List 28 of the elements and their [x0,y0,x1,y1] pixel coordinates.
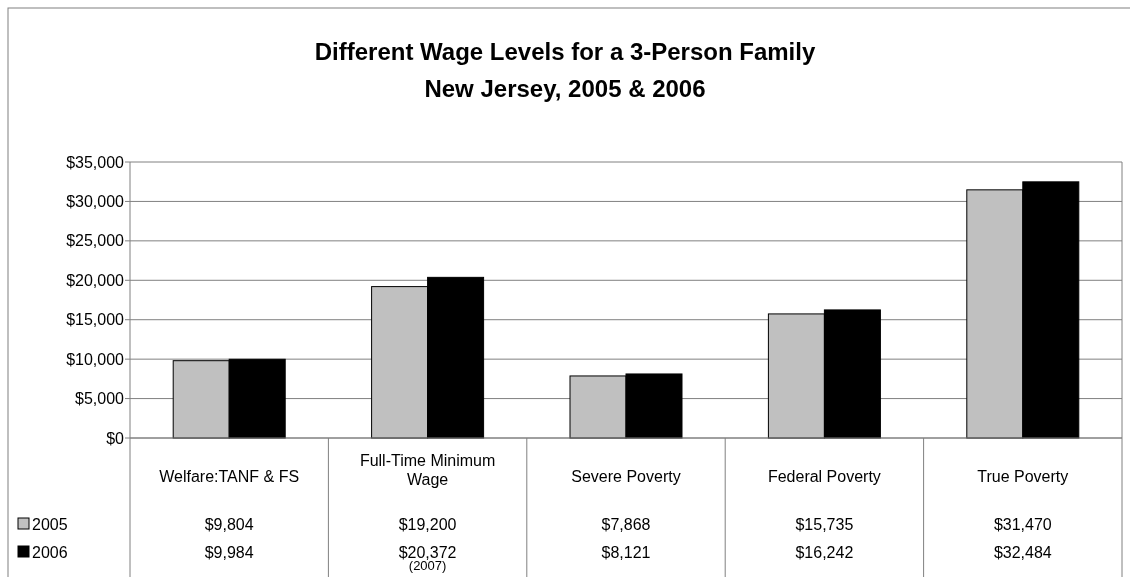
chart-subtitle: New Jersey, 2005 & 2006 [424,75,706,102]
data-label: $9,984 [204,543,254,561]
data-label: $16,242 [795,543,854,561]
y-tick-label: $15,000 [66,311,125,329]
x-tick-label: Severe Poverty [571,467,681,485]
data-label: $7,868 [601,515,651,533]
x-tick-label: True Poverty [977,467,1069,485]
data-label: $20,372 [398,543,457,561]
y-tick-label: $35,000 [66,153,125,171]
x-tick-label: Welfare:TANF & FS [159,467,300,485]
y-tick-label: $30,000 [66,193,125,211]
y-tick-label: $5,000 [75,390,125,408]
y-tick-label: $25,000 [66,232,125,250]
x-tick-label: Federal Poverty [767,467,881,485]
chart-title: Different Wage Levels for a 3-Person Family [314,38,816,65]
y-tick-label: $10,000 [66,350,125,368]
legend-label: 2006 [32,543,68,561]
legend-label: 2005 [32,515,68,533]
data-label: $32,484 [993,543,1052,561]
data-label: $9,804 [204,515,254,533]
data-label: $31,470 [993,515,1052,533]
y-tick-label: $0 [106,429,125,447]
y-tick-label: $20,000 [66,271,125,289]
x-tick-label: Full-Time Minimum Wage [359,451,496,488]
data-label: $8,121 [601,543,651,561]
text: (2007) [408,558,447,573]
data-label: $15,735 [795,515,854,533]
data-label: $19,200 [398,515,457,533]
